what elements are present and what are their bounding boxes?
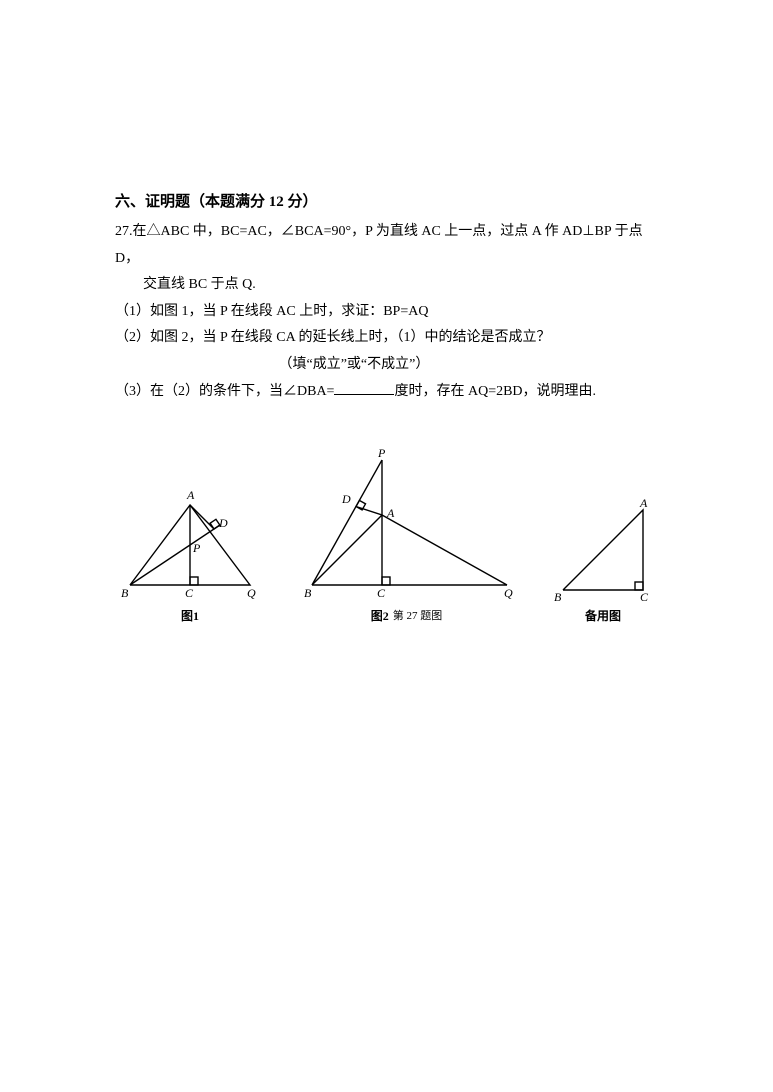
segment-bpd bbox=[130, 525, 220, 585]
section-header: 六、证明题（本题满分 12 分） bbox=[115, 190, 658, 211]
label-p: P bbox=[192, 541, 201, 555]
label-q2: Q bbox=[504, 586, 513, 600]
problem-line-1: 27.在△ABC 中，BC=AC，∠BCA=90°，P 为直线 AC 上一点，过… bbox=[115, 219, 658, 272]
triangle-abc bbox=[563, 510, 643, 590]
figure-3-svg: A B C bbox=[548, 495, 658, 605]
label-b3: B bbox=[554, 590, 562, 604]
segment-ad2 bbox=[356, 507, 382, 516]
segment-bp bbox=[312, 460, 382, 585]
label-q: Q bbox=[247, 586, 256, 600]
label-a2: A bbox=[386, 506, 395, 520]
page-container: 六、证明题（本题满分 12 分） 27.在△ABC 中，BC=AC，∠BCA=9… bbox=[0, 0, 773, 684]
problem-part-2-hint: （填“成立”或“不成立”） bbox=[279, 357, 430, 372]
figures-row: A B C Q P D 图1 bbox=[115, 445, 658, 624]
segment-ad bbox=[190, 505, 214, 529]
label-b: B bbox=[121, 586, 129, 600]
figure-1-caption: 图1 bbox=[181, 607, 199, 624]
problem-part-3-before: （3）在（2）的条件下，当∠DBA= bbox=[115, 384, 334, 399]
problem-body: 27.在△ABC 中，BC=AC，∠BCA=90°，P 为直线 AC 上一点，过… bbox=[115, 219, 658, 405]
figure-2-svg: P A D B C Q bbox=[292, 445, 522, 605]
segment-ba bbox=[312, 515, 382, 585]
problem-part-3: （3）在（2）的条件下，当∠DBA= 度时，存在 AQ=2BD，说明理由. bbox=[115, 379, 658, 406]
right-angle-c3-icon bbox=[635, 582, 643, 590]
problem-part-3-after: 度时，存在 AQ=2BD，说明理由. bbox=[394, 384, 596, 399]
label-d: D bbox=[218, 516, 228, 530]
label-a3: A bbox=[639, 496, 648, 510]
problem-part-2-hint-row: （填“成立”或“不成立”） bbox=[115, 352, 658, 379]
problem-part-1: （1）如图 1，当 P 在线段 AC 上时，求证：BP=AQ bbox=[115, 299, 658, 326]
right-angle-c-icon bbox=[190, 577, 198, 585]
problem-part-3-blank[interactable] bbox=[334, 380, 394, 395]
right-angle-c2-icon bbox=[382, 577, 390, 585]
figure-3-caption: 备用图 bbox=[585, 607, 621, 624]
figures-global-caption: 第 27 题图 bbox=[393, 607, 443, 623]
label-c2: C bbox=[377, 586, 386, 600]
figure-2-caption: 图2 bbox=[371, 607, 389, 624]
figure-1-svg: A B C Q P D bbox=[115, 485, 265, 605]
problem-part-2-blank[interactable] bbox=[115, 354, 275, 368]
figure-2: P A D B C Q 图2 第 27 题图 bbox=[292, 445, 522, 624]
label-p2: P bbox=[377, 446, 386, 460]
problem-part-2: （2）如图 2，当 P 在线段 CA 的延长线上时，（1）中的结论是否成立？ bbox=[115, 325, 658, 352]
label-b2: B bbox=[304, 586, 312, 600]
label-a: A bbox=[186, 488, 195, 502]
figure-1: A B C Q P D 图1 bbox=[115, 485, 265, 624]
segment-aq bbox=[382, 515, 507, 585]
problem-line-2: 交直线 BC 于点 Q. bbox=[115, 272, 658, 299]
label-c: C bbox=[185, 586, 194, 600]
figure-3: A B C 备用图 bbox=[548, 495, 658, 624]
label-d2: D bbox=[341, 492, 351, 506]
label-c3: C bbox=[640, 590, 649, 604]
